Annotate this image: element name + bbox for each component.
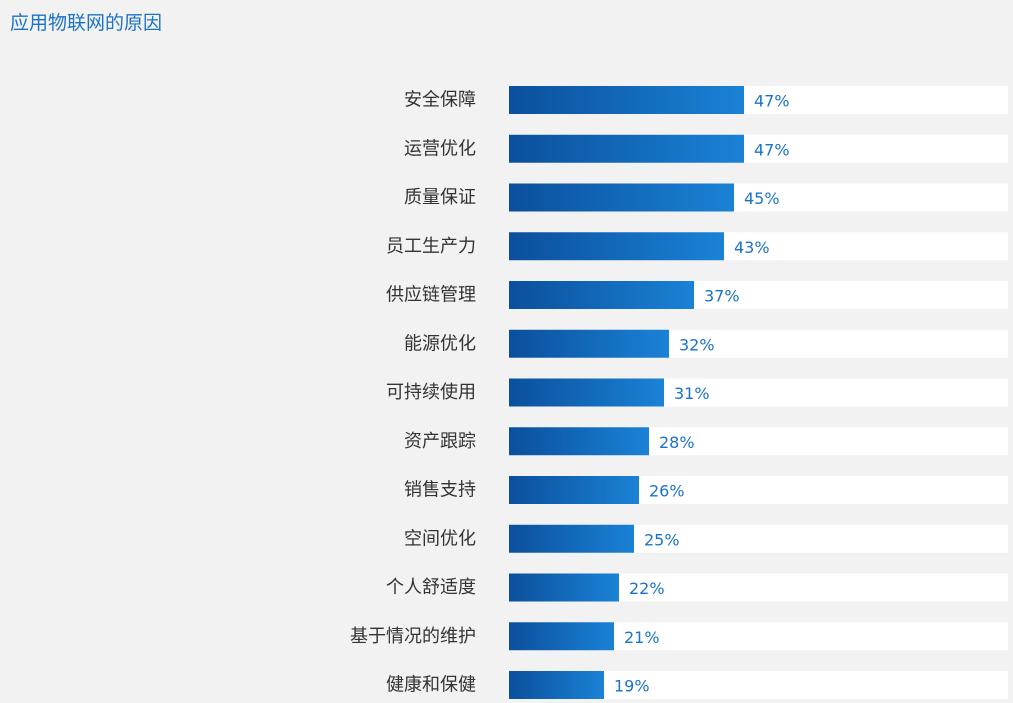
bar bbox=[509, 86, 744, 114]
bar bbox=[509, 329, 669, 358]
bar bbox=[509, 281, 694, 309]
category-label: 运营优化 bbox=[404, 138, 476, 159]
value-label: 26% bbox=[649, 482, 685, 501]
bar bbox=[509, 183, 734, 212]
bar bbox=[509, 427, 649, 456]
chart-title: 应用物联网的原因 bbox=[10, 12, 163, 34]
value-label: 31% bbox=[674, 384, 710, 403]
bar bbox=[509, 476, 639, 504]
value-label: 37% bbox=[704, 287, 740, 306]
category-label: 供应链管理 bbox=[386, 285, 476, 306]
bar bbox=[509, 573, 619, 602]
bar bbox=[509, 622, 614, 651]
bars-group: 安全保障 47% 运营优化 47% 质量保证 45% 员工生产力 43% 供应链管理 37% 能源优… bbox=[350, 86, 1008, 699]
category-label: 可持续使用 bbox=[386, 382, 476, 403]
bar bbox=[509, 524, 634, 553]
category-label: 销售支持 bbox=[404, 480, 476, 501]
bar bbox=[509, 134, 744, 163]
value-label: 28% bbox=[659, 433, 695, 452]
value-label: 43% bbox=[734, 238, 770, 257]
bar bbox=[509, 671, 604, 699]
category-label: 能源优化 bbox=[404, 333, 476, 354]
value-label: 32% bbox=[679, 335, 715, 354]
value-label: 19% bbox=[614, 677, 650, 696]
category-label: 空间优化 bbox=[404, 528, 476, 549]
bar bbox=[509, 232, 724, 261]
value-label: 22% bbox=[629, 579, 665, 598]
category-label: 资产跟踪 bbox=[404, 431, 476, 452]
value-label: 25% bbox=[644, 530, 680, 549]
category-label: 个人舒适度 bbox=[386, 577, 476, 598]
category-label: 质量保证 bbox=[404, 187, 476, 208]
category-label: 基于情况的维护 bbox=[350, 626, 476, 647]
value-label: 47% bbox=[754, 92, 790, 111]
value-label: 45% bbox=[744, 189, 780, 208]
bar bbox=[509, 378, 664, 407]
value-label: 21% bbox=[624, 628, 660, 647]
value-label: 47% bbox=[754, 140, 790, 159]
category-label: 健康和保健 bbox=[386, 675, 476, 696]
category-label: 安全保障 bbox=[404, 90, 476, 111]
category-label: 员工生产力 bbox=[386, 236, 476, 257]
